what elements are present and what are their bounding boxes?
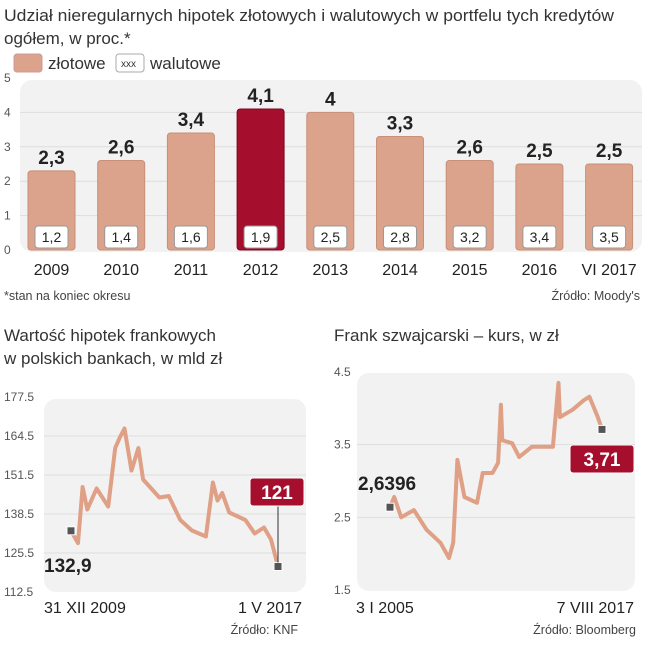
walutowe-box [383,225,417,249]
x-category-label: 2015 [452,262,488,279]
bar-value-label: 2,6 [456,138,482,159]
walutowe-value-label: 2,8 [390,229,410,245]
y-tick-label: 1.5 [334,583,351,597]
y-tick-label: 112.5 [4,585,33,599]
x-start-label: 31 XII 2009 [44,600,126,617]
data-line [388,380,604,560]
x-end-label: 7 VIII 2017 [557,600,634,617]
y-tick-label: 4.5 [334,365,351,379]
y-tick-label: 177.5 [4,390,34,404]
walutowe-box [592,225,627,249]
walutowe-value-label: 1,4 [111,229,131,245]
data-line [69,426,280,568]
walutowe-box [243,225,278,249]
walutowe-value-label: 2,5 [321,229,341,245]
bar-value-label: 3,4 [178,110,205,131]
walutowe-value-label: 1,6 [181,229,201,245]
bar-value-label: 2,5 [596,141,623,162]
x-category-label: VI 2017 [582,262,637,279]
y-tick-label: 5 [4,71,11,85]
legend-label-walutowe: walutowe [149,54,221,73]
y-tick-label: 125.5 [4,546,34,560]
x-category-label: 2010 [103,262,139,279]
walutowe-box [173,225,208,249]
plot-area [357,373,635,591]
line-chart-chf-mortgages: Wartość hipotek frankowych w polskich ba… [3,326,306,637]
start-value-label: 2,6396 [358,474,416,495]
source: Źródło: KNF [231,622,299,637]
walutowe-box [522,225,557,249]
y-tick-label: 3 [4,140,11,154]
footnote: *stan na koniec okresu [4,289,131,303]
bar-value-label: 4 [325,89,336,110]
end-point-marker [273,562,283,571]
x-category-label: 2011 [174,262,209,279]
bar-chart-title-line2: ogółem, w proc.* [4,29,131,48]
walutowe-value-label: 1,9 [251,229,271,245]
x-category-label: 2013 [313,262,349,279]
walutowe-box [104,225,139,249]
x-category-label: 2016 [522,262,558,279]
legend-swatch-walutowe [115,53,145,73]
x-category-label: 2014 [382,262,418,279]
line-chart-chf-rate: Frank szwajcarski – kurs, w zł 1.5 2.5 3.5… [334,326,636,637]
bar-value-label: 2,3 [38,148,64,169]
x-end-label: 1 V 2017 [238,600,302,617]
walutowe-box [452,225,487,249]
bar-value-label: 2,6 [108,138,134,159]
legend-label-zlotowe: złotowe [48,54,106,73]
bar-zlotowe [376,135,424,251]
walutowe-box [313,225,348,249]
legend: złotowe xxx walutowe [13,53,221,73]
end-value-label: 121 [261,483,293,504]
bar-value-label: 3,3 [387,113,413,134]
legend-swatch-zlotowe [13,53,43,73]
y-tick-label: 138.5 [4,507,34,521]
walutowe-box [34,225,69,249]
end-value-box [569,444,635,474]
walutowe-value-label: 3,5 [599,229,619,245]
end-value-label: 3,71 [584,450,621,471]
source: Źródło: Moody's [551,288,640,303]
y-tick-label: 3.5 [334,438,351,452]
start-point-marker [66,526,76,536]
start-value-label: 132,9 [44,556,92,577]
y-tick-label: 0 [4,243,11,257]
x-category-label: 2009 [34,262,70,279]
x-start-label: 3 I 2005 [356,600,414,617]
end-value-box [249,477,305,507]
y-tick-label: 2.5 [334,510,351,524]
line-chart-1-title-line2: w polskich bankach, w mld zł [3,349,222,368]
y-tick-label: 164.5 [4,429,34,443]
y-tick-label: 151.5 [4,468,34,482]
bar-value-label: 4,1 [247,86,274,107]
bar-value-label: 2,5 [526,141,553,162]
bar-zlotowe [166,132,215,251]
walutowe-value-label: 3,4 [530,229,550,245]
x-category-label: 2012 [243,262,279,279]
y-tick-label: 2 [4,174,11,188]
bar-zlotowe [236,108,285,251]
plot-area [44,399,306,592]
source: Źródło: Bloomberg [533,622,636,637]
y-tick-label: 4 [4,105,11,119]
line-chart-2-title: Frank szwajcarski – kurs, w zł [334,326,559,345]
bar-chart: Udział nieregularnych hipotek złotowych … [4,6,642,303]
walutowe-value-label: 1,2 [42,229,62,245]
start-point-marker [385,502,395,512]
end-point-marker [597,424,607,434]
walutowe-value-label: 3,2 [460,229,480,245]
bar-chart-title: Udział nieregularnych hipotek złotowych … [4,6,615,25]
line-chart-1-title: Wartość hipotek frankowych [4,326,216,345]
legend-swatch-text: xxx [121,59,136,70]
bar-zlotowe [306,111,355,251]
y-tick-label: 1 [4,209,11,223]
